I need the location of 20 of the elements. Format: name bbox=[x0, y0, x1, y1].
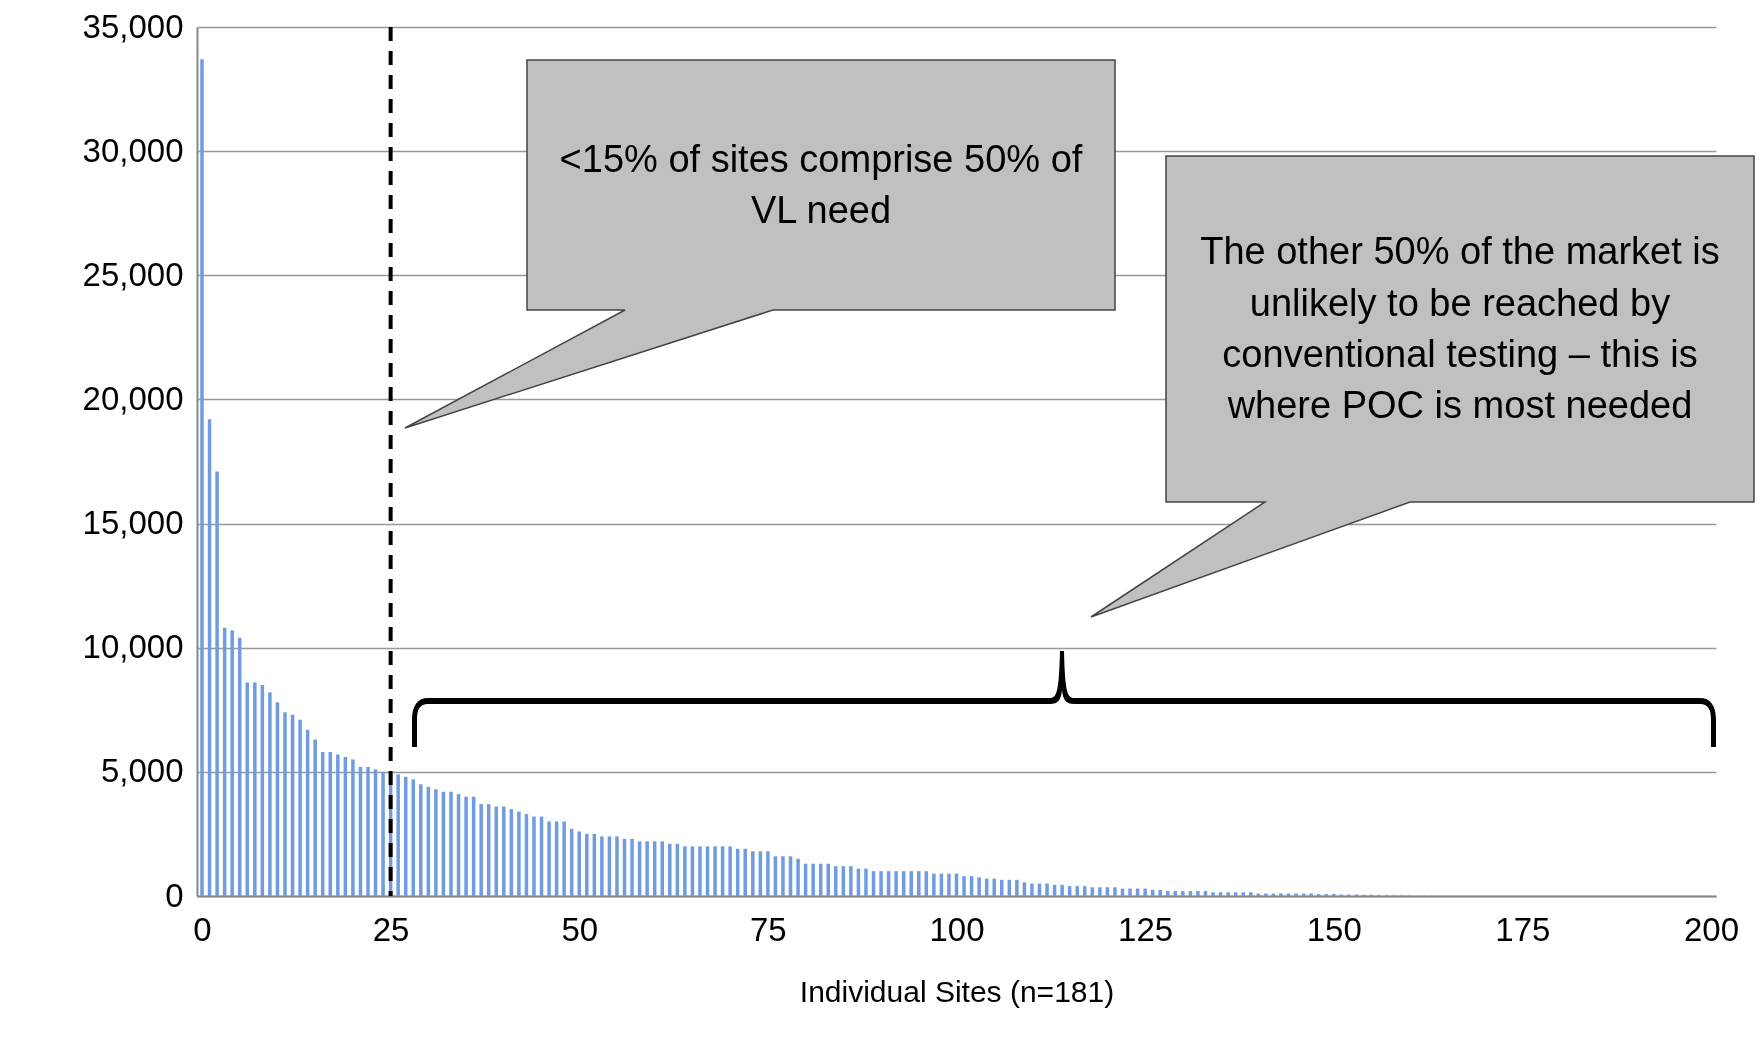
x-tick-label: 100 bbox=[929, 910, 985, 948]
y-tick-label: 5,000 bbox=[100, 752, 184, 790]
annotation: The other 50% of the market is unlikely to be reached by conventional testing – this is where POC is most needed bbox=[1199, 229, 1721, 429]
x-tick-label: 200 bbox=[1683, 910, 1740, 948]
annotation: <15% of sites comprise 50% of VL need bbox=[558, 136, 1084, 233]
x-axis-title: Individual Sites (n=181) bbox=[799, 974, 1115, 1008]
x-tick-label: 25 bbox=[372, 910, 410, 948]
y-tick-label: 30,000 bbox=[82, 131, 184, 169]
x-tick-label: 50 bbox=[561, 910, 599, 948]
y-tick-label: 10,000 bbox=[82, 628, 184, 666]
x-tick-label: 0 bbox=[193, 910, 212, 948]
x-tick-label: 150 bbox=[1306, 910, 1362, 948]
y-tick-label: 20,000 bbox=[82, 379, 184, 417]
x-tick-label: 175 bbox=[1495, 910, 1551, 948]
x-tick-label: 75 bbox=[750, 910, 787, 948]
y-tick-label: 15,000 bbox=[82, 504, 184, 542]
y-tick-label: 25,000 bbox=[82, 255, 184, 293]
y-tick-label: 35,000 bbox=[82, 7, 184, 45]
x-tick-label: 125 bbox=[1118, 910, 1174, 948]
y-tick-label: 0 bbox=[165, 876, 184, 914]
